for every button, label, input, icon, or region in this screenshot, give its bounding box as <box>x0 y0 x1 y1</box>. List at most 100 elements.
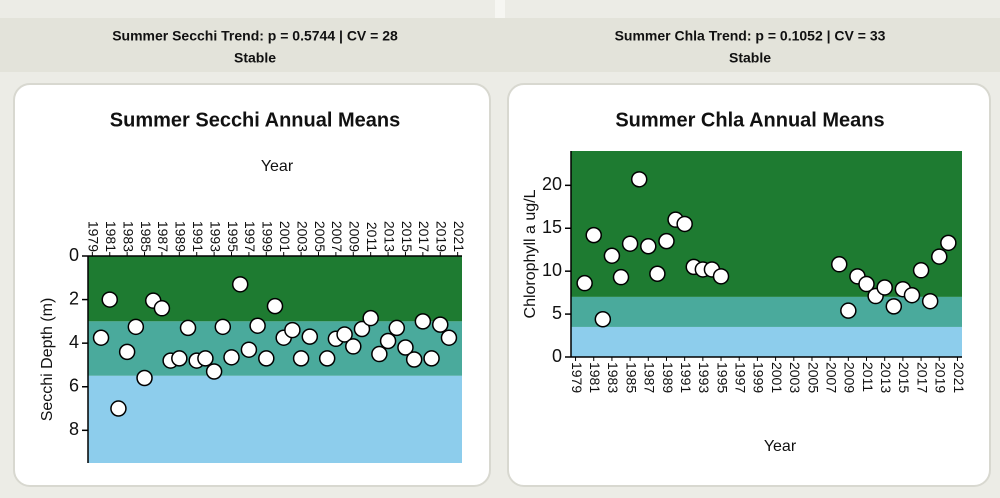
y-tick-label: 10 <box>542 260 562 280</box>
x-tick-label: 2005 <box>312 221 328 252</box>
point <box>379 332 397 350</box>
x-tick-label: 1979 <box>569 362 585 393</box>
point <box>885 298 903 315</box>
point <box>110 400 127 417</box>
y-axis-label: Chlorophyll a ug/L <box>522 189 539 318</box>
point <box>249 317 266 334</box>
point <box>405 351 423 368</box>
x-axis-label: Year <box>261 158 294 175</box>
y-tick-label: 20 <box>542 174 562 194</box>
point <box>284 321 301 339</box>
y-tick-label: 15 <box>542 217 562 237</box>
x-tick-label: 2003 <box>787 362 803 393</box>
x-tick-label: 2003 <box>294 221 310 252</box>
band <box>571 151 962 297</box>
x-tick-label: 2021 <box>951 362 967 393</box>
y-tick-label: 8 <box>69 419 79 439</box>
x-tick-label: 2013 <box>381 221 397 252</box>
x-tick-label: 1981 <box>103 221 119 252</box>
x-tick-label: 1987 <box>642 362 658 393</box>
x-tick-label: 1991 <box>190 221 206 252</box>
x-tick-label: 2017 <box>416 221 432 252</box>
point <box>214 318 232 336</box>
point <box>440 329 458 346</box>
x-tick-label: 1997 <box>242 221 258 252</box>
point <box>903 286 921 304</box>
point <box>205 363 223 380</box>
x-tick-label: 2005 <box>805 362 821 393</box>
x-tick-label: 1987 <box>155 221 171 252</box>
x-tick-label: 1999 <box>751 362 767 393</box>
point <box>371 345 388 363</box>
x-tick-label: 2011 <box>860 362 876 392</box>
x-tick-label: 2009 <box>347 221 363 252</box>
y-tick-label: 6 <box>69 375 79 395</box>
point <box>345 338 362 355</box>
point <box>362 309 379 327</box>
point <box>630 171 648 188</box>
point <box>414 313 432 330</box>
point <box>231 276 249 293</box>
point <box>92 329 110 346</box>
point <box>432 316 449 333</box>
header-strip <box>0 18 1000 72</box>
point <box>101 291 118 308</box>
x-tick-label: 1993 <box>696 362 712 393</box>
x-tick-label: 2007 <box>823 362 839 393</box>
point <box>197 350 214 367</box>
x-tick-label: 2001 <box>277 221 293 252</box>
point <box>179 319 197 337</box>
y-axis-label: Secchi Depth (m) <box>39 298 56 422</box>
chart-title: Summer Chla Annual Means <box>615 109 884 131</box>
point <box>585 226 602 244</box>
point <box>292 350 310 367</box>
x-tick-label: 2015 <box>896 362 912 393</box>
band <box>571 296 962 327</box>
x-tick-label: 1981 <box>587 362 603 393</box>
trend-text: Summer Chla Trend: p = 0.1052 | CV = 33 <box>615 28 886 44</box>
x-tick-label: 1983 <box>605 362 621 393</box>
point <box>423 350 440 367</box>
point <box>388 319 406 337</box>
y-tick-label: 5 <box>552 303 562 323</box>
point <box>127 318 145 336</box>
point <box>336 326 353 343</box>
status-text: Stable <box>729 50 771 66</box>
point <box>931 248 948 265</box>
trend-text: Summer Secchi Trend: p = 0.5744 | CV = 2… <box>112 28 398 44</box>
point <box>153 300 171 317</box>
x-tick-label: 1991 <box>678 362 694 393</box>
point <box>240 341 258 358</box>
divider <box>495 0 505 18</box>
x-tick-label: 1989 <box>173 221 189 252</box>
x-tick-label: 1997 <box>733 362 749 393</box>
point <box>640 238 657 255</box>
chart-title: Summer Secchi Annual Means <box>110 109 400 131</box>
x-tick-label: 2007 <box>329 221 345 252</box>
point <box>136 369 153 387</box>
point <box>676 215 693 233</box>
point <box>858 275 875 293</box>
x-tick-label: 1999 <box>260 221 276 252</box>
x-tick-label: 2019 <box>434 221 450 252</box>
point <box>171 350 188 367</box>
point <box>621 235 639 252</box>
y-tick-label: 0 <box>69 245 79 265</box>
x-tick-label: 1985 <box>138 221 154 252</box>
point <box>576 274 593 292</box>
point <box>712 268 730 285</box>
point <box>266 297 284 315</box>
point <box>876 279 893 296</box>
point <box>658 232 675 250</box>
x-tick-label: 2017 <box>914 362 930 393</box>
x-tick-label: 1979 <box>86 221 102 252</box>
point <box>612 268 630 286</box>
point <box>603 247 621 264</box>
point <box>353 320 371 338</box>
point <box>397 339 414 356</box>
point <box>318 350 336 367</box>
point <box>301 328 319 345</box>
band <box>571 326 962 357</box>
point <box>940 234 957 252</box>
